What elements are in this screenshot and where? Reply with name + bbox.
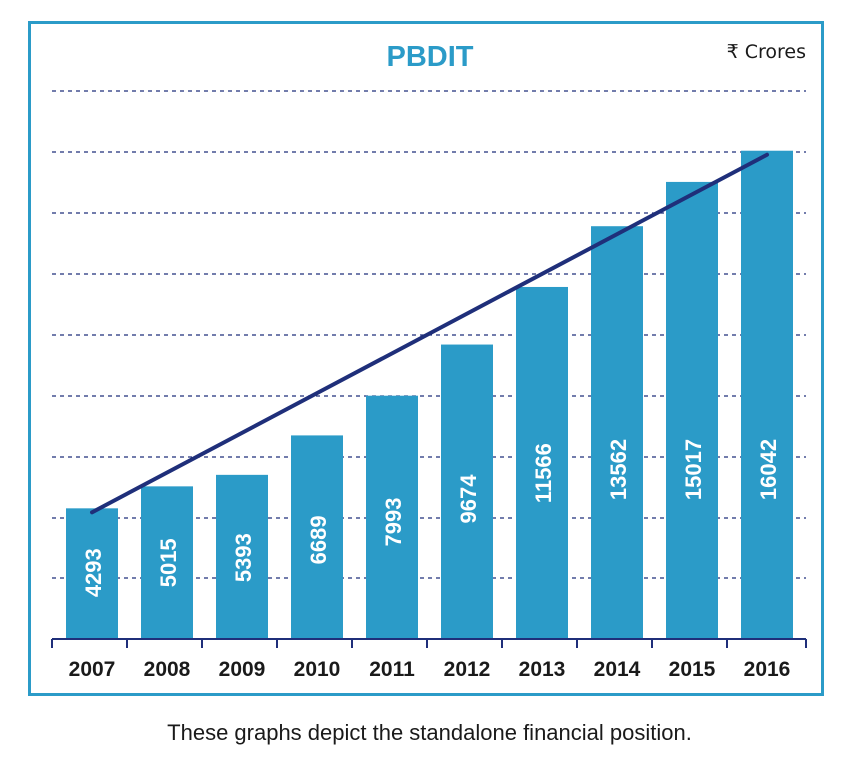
bar-value-label: 15017: [681, 439, 706, 500]
bar-value-label: 11566: [531, 443, 556, 503]
bar-2007: [66, 508, 118, 639]
bar-value-label: 4293: [81, 548, 106, 597]
bar-value-label: 16042: [756, 439, 781, 500]
bar-value-label: 5393: [231, 533, 256, 582]
bar-2011: [366, 395, 418, 639]
bar-value-label: 6689: [306, 515, 331, 564]
bar-2013: [516, 286, 568, 639]
bar-2016: [741, 150, 793, 639]
unit-label: ₹ Crores: [727, 41, 806, 63]
bar-2015: [666, 181, 718, 640]
x-tick-label: 2010: [294, 658, 341, 681]
bar-2012: [441, 344, 493, 639]
bar-2010: [291, 435, 343, 639]
bar-value-label: 9674: [456, 474, 481, 524]
x-tick-label: 2009: [219, 658, 266, 681]
bar-value-label: 13562: [606, 439, 631, 500]
bar-2009: [216, 474, 268, 639]
x-tick-label: 2015: [669, 658, 716, 681]
x-tick-label: 2014: [594, 658, 641, 681]
bar-value-label: 5015: [156, 538, 181, 587]
bar-2014: [591, 226, 643, 640]
x-tick-label: 2016: [744, 658, 791, 681]
x-tick-label: 2013: [519, 658, 566, 681]
x-tick-label: 2008: [144, 658, 191, 681]
trendline-layer: [90, 152, 769, 515]
x-tick-label: 2007: [69, 658, 116, 681]
x-tick-label: 2011: [369, 658, 415, 681]
x-tick-label: 2012: [444, 658, 491, 681]
x-axis: 2007 2008 2009 2010 2011 2012 2013 2014 2015 2016: [51, 638, 807, 681]
caption: These graphs depict the standalone finan…: [167, 720, 692, 745]
trendline: [90, 152, 769, 515]
bar-2008: [141, 486, 193, 639]
chart-title: PBDIT: [387, 41, 474, 73]
bar-value-label: 7993: [381, 498, 406, 547]
bars: 4293 5015 5393 6689 7993 9674 11566 13562 15017 1…: [66, 150, 793, 640]
